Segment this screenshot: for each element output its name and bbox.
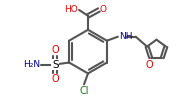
Text: O: O <box>100 5 107 14</box>
Text: O: O <box>51 45 59 55</box>
Text: O: O <box>146 60 154 70</box>
Text: O: O <box>51 74 59 84</box>
Text: Cl: Cl <box>79 86 89 96</box>
Text: HO: HO <box>64 5 78 14</box>
Text: NH: NH <box>119 32 132 41</box>
Text: S: S <box>52 59 58 69</box>
Text: H₂N: H₂N <box>23 60 40 69</box>
